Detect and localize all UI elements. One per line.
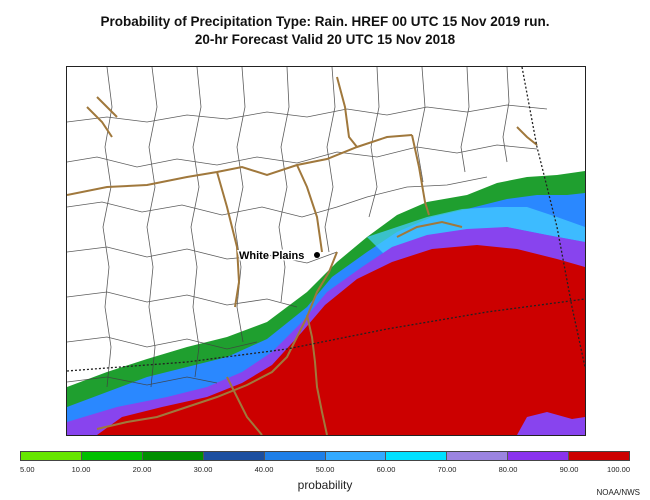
legend-swatch	[142, 452, 204, 460]
legend-title: probability	[297, 478, 353, 492]
legend-swatch	[386, 452, 448, 460]
legend-tick-label: 30.00	[193, 465, 213, 474]
legend-tick-label: 100.00	[607, 465, 630, 474]
map-title: Probability of Precipitation Type: Rain.…	[0, 13, 650, 49]
legend-tick-label: 50.00	[315, 465, 335, 474]
credit-label: NOAA/NWS	[596, 488, 640, 497]
legend-tick-label: 60.00	[376, 465, 396, 474]
legend-tick-label: 10.00	[71, 465, 91, 474]
legend-swatch	[21, 452, 82, 460]
legend-swatch	[264, 452, 326, 460]
legend-swatch	[447, 452, 509, 460]
white-plains-marker	[314, 252, 320, 258]
state-borders	[67, 76, 538, 435]
white-plains-label: White Plains	[239, 250, 304, 262]
light-blue-shading	[367, 207, 585, 257]
legend-tick-label: 80.00	[498, 465, 518, 474]
legend-swatch	[81, 452, 143, 460]
map-canvas: White Plains	[67, 67, 585, 435]
legend-swatch	[508, 452, 570, 460]
legend-tick-label: 70.00	[437, 465, 457, 474]
legend-tick-label: 40.00	[254, 465, 274, 474]
precipitation-map: White Plains	[66, 66, 586, 436]
probability-tick-labels: 5.00 10.00 20.00 30.00 40.00 50.00 60.00 70.00 8…	[20, 465, 630, 475]
red-high-probability	[97, 245, 585, 435]
legend-tick-label: 90.00	[559, 465, 579, 474]
dotted-lines	[67, 67, 585, 372]
legend-tick-label: 20.00	[132, 465, 152, 474]
county-borders	[67, 67, 548, 388]
legend-tick-label: 5.00	[20, 465, 35, 474]
title-line-2: 20-hr Forecast Valid 20 UTC 15 Nov 2018	[194, 32, 456, 47]
legend-swatch	[325, 452, 387, 460]
legend-swatch	[569, 452, 630, 460]
title-line-1: Probability of Precipitation Type: Rain.…	[100, 14, 550, 29]
probability-color-scale	[20, 451, 630, 461]
legend-swatch	[203, 452, 265, 460]
